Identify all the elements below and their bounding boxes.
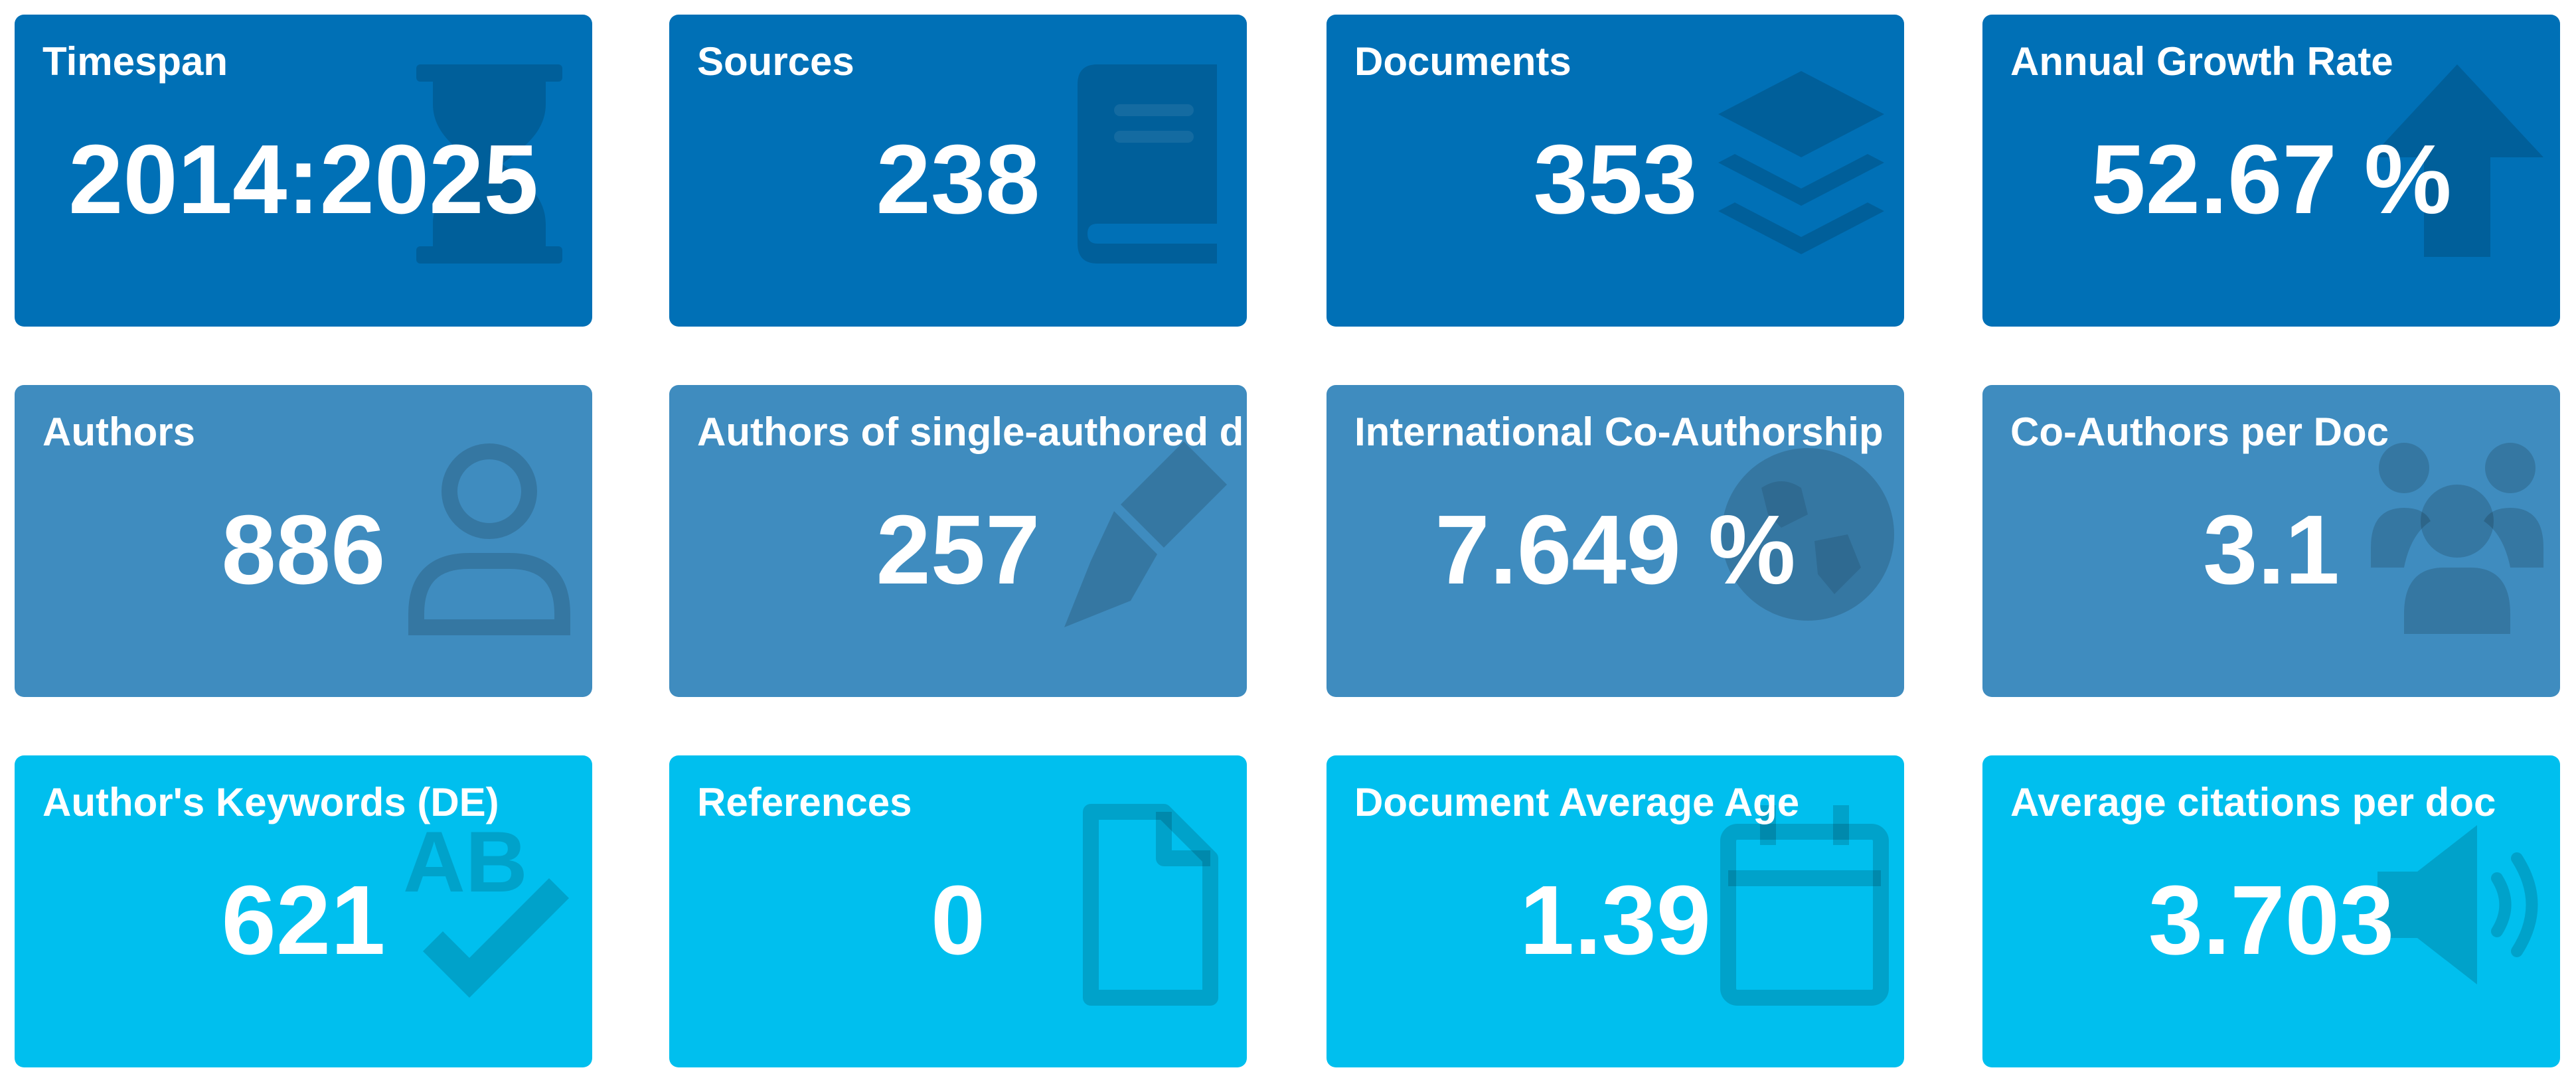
card-value: 257 [876, 495, 1040, 605]
arrow-up-icon [2364, 58, 2550, 270]
card-authors-keywords: AB Author's Keywords (DE) 621 [15, 755, 592, 1067]
card-value: 1.39 [1519, 866, 1712, 975]
card-label: Average citations per doc [2010, 780, 2496, 824]
pen-nib-icon [1051, 428, 1237, 641]
card-documents: Documents 353 [1327, 15, 1904, 327]
card-label: Timespan [42, 39, 228, 84]
card-label: Co-Authors per Doc [2010, 410, 2389, 454]
card-value: 886 [221, 495, 386, 605]
users-icon [2364, 428, 2550, 641]
calendar-icon [1708, 799, 1894, 1011]
hourglass-icon [396, 58, 582, 270]
layers-icon [1708, 58, 1894, 270]
card-label: Documents [1354, 39, 1571, 84]
card-international-co-authorship: International Co-Authorship 7.649 % [1327, 385, 1904, 697]
card-co-authors-per-doc: Co-Authors per Doc 3.1 [1982, 385, 2560, 697]
card-label: Annual Growth Rate [2010, 39, 2393, 84]
card-references: References 0 [669, 755, 1247, 1067]
card-average-citations: Average citations per doc 3.703 [1982, 755, 2560, 1067]
card-label: International Co-Authorship [1354, 410, 1884, 454]
card-value: 621 [221, 866, 386, 975]
user-icon [396, 428, 582, 641]
card-value: 0 [930, 866, 986, 975]
card-authors: Authors 886 [15, 385, 592, 697]
card-value: 7.649 % [1435, 495, 1796, 605]
card-value: 3.703 [2148, 866, 2395, 975]
svg-text:AB: AB [403, 813, 528, 910]
card-value: 52.67 % [2091, 125, 2452, 234]
card-label: References [697, 780, 912, 824]
card-label: Authors of single-authored d [697, 410, 1244, 454]
volume-icon [2364, 799, 2550, 1011]
card-value: 2014:2025 [68, 125, 538, 234]
card-label: Document Average Age [1354, 780, 1800, 824]
card-document-average-age: Document Average Age 1.39 [1327, 755, 1904, 1067]
spell-check-icon: AB [396, 799, 582, 1011]
book-icon [1051, 58, 1237, 270]
card-label: Authors [42, 410, 195, 454]
card-label: Sources [697, 39, 854, 84]
file-icon [1051, 799, 1237, 1011]
card-value: 3.1 [2203, 495, 2340, 605]
card-label: Author's Keywords (DE) [42, 780, 499, 824]
card-sources: Sources 238 [669, 15, 1247, 327]
card-annual-growth-rate: Annual Growth Rate 52.67 % [1982, 15, 2560, 327]
card-value: 238 [876, 125, 1040, 234]
card-timespan: Timespan 2014:2025 [15, 15, 592, 327]
card-single-authored: Authors of single-authored d 257 [669, 385, 1247, 697]
card-value: 353 [1533, 125, 1698, 234]
globe-icon [1708, 428, 1894, 641]
